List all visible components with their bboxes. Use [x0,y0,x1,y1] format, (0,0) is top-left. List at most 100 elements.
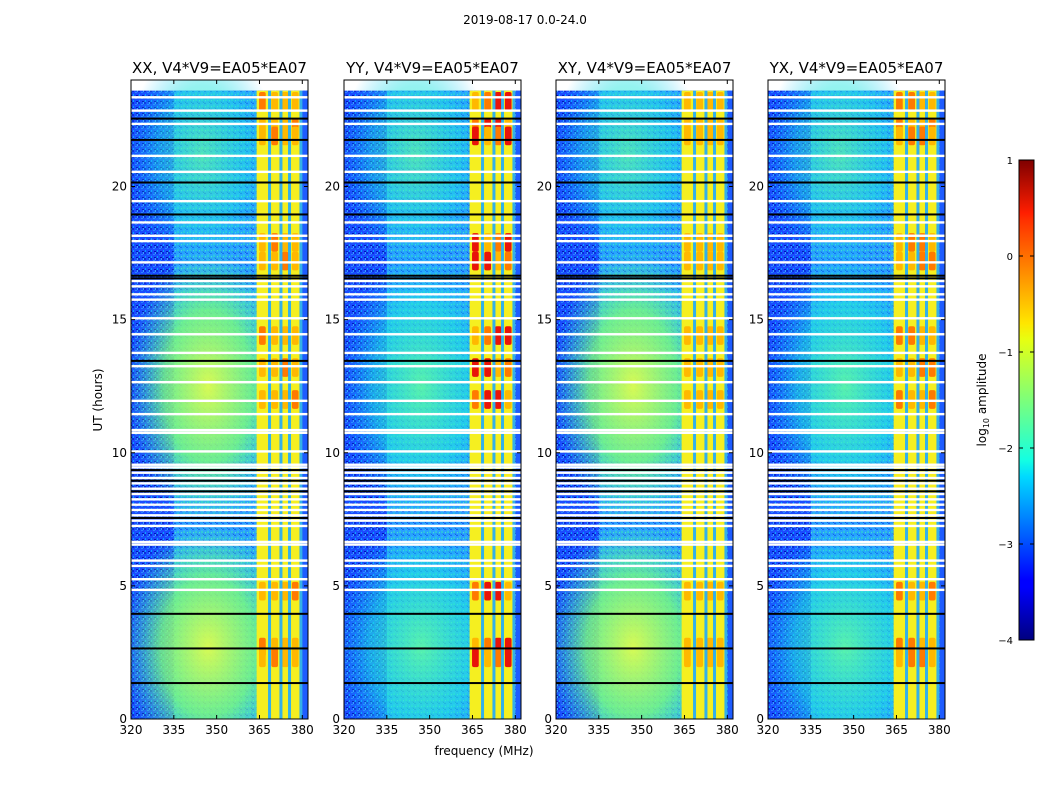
x-tick-label: 380 [504,723,527,737]
flagged-row [344,564,521,568]
flagged-row [768,261,945,264]
rfi-channel-line [481,90,485,719]
flagged-row [131,471,308,474]
flagged-row [556,285,733,288]
flagged-row [131,466,308,469]
rfi-patch [484,390,492,409]
flagged-row [768,471,945,474]
y-tick-label: 20 [537,180,552,194]
flag-line [131,469,308,472]
flagged-row [344,503,521,506]
flagged-row [131,498,308,501]
rfi-patch [908,648,916,668]
flagged-row [768,279,945,283]
flagged-row [344,279,521,283]
flagged-row [768,431,945,434]
rfi-patch [484,91,492,111]
flagged-row [344,234,521,237]
rfi-channel-line [512,90,516,719]
rfi-patch [684,581,691,601]
flagged-row [131,476,308,480]
y-tick-label: 10 [325,446,340,460]
flagged-row [344,261,521,264]
rfi-patch [494,390,502,409]
x-tick-label: 320 [757,723,780,737]
rfi-patch [291,581,299,601]
flag-line [556,469,733,472]
rfi-patch [494,358,502,377]
flagged-row [768,122,945,126]
rfi-patch [472,648,479,668]
rfi-patch [696,326,704,345]
band-edge [515,90,521,719]
flagged-row [131,96,308,99]
flagged-row [344,199,521,203]
rfi-patch [281,91,289,111]
rfi-patch [928,358,936,377]
y-tick-label: 20 [112,180,127,194]
x-tick-label: 350 [418,723,441,737]
rfi-patch [918,233,926,252]
rfi-patch [706,326,714,345]
flagged-row [556,519,733,522]
rfi-patch [271,358,279,377]
flag-line [556,490,733,493]
flagged-row [768,317,945,320]
rfi-patch [928,91,936,111]
flagged-row [131,514,308,517]
rfi-patch [918,126,926,146]
y-tick-label: 15 [537,313,552,327]
rfi-patch [716,91,724,111]
rfi-patch [918,358,926,377]
flag-line [344,138,521,141]
colorbar-tick-label: −4 [998,636,1013,647]
flagged-row [344,154,521,158]
flagged-row [556,170,733,174]
flagged-row [131,279,308,283]
flag-line [768,682,945,685]
rfi-patch [271,390,279,409]
x-tick-label: 335 [375,723,398,737]
rfi-patch [716,390,724,409]
rfi-patch [271,126,279,146]
flagged-row [768,298,945,301]
x-tick-label: 335 [799,723,822,737]
rfi-patch [716,326,724,345]
flagged-row [768,239,945,243]
flagged-row [131,285,308,288]
emission-blob [131,247,288,525]
flagged-row [556,471,733,474]
colorbar-label: log10 amplitude [975,354,991,447]
rfi-channel-line [492,90,496,719]
rfi-channel-line [279,90,283,719]
flagged-row [131,298,308,301]
flagged-row [768,285,945,288]
rfi-patch [896,126,903,146]
flag-line [131,359,308,362]
rfi-patch [484,358,492,377]
flagged-row [768,578,945,581]
rfi-patch [504,251,512,271]
flagged-row [344,559,521,562]
rfi-patch [271,648,279,668]
rfi-patch [281,581,289,601]
flag-line [131,490,308,493]
flag-line [131,213,308,216]
rfi-patch [928,648,936,668]
flag-line [344,490,521,493]
rfi-patch [472,326,479,345]
flagged-row [131,588,308,592]
flagged-row [768,293,945,296]
flag-line [768,490,945,493]
heatmap-body [344,80,521,719]
colorbar-tick-label: 1 [1007,156,1013,167]
rfi-channel-line [713,90,717,719]
flagged-row [344,476,521,480]
flagged-row [131,154,308,158]
flag-line [556,682,733,685]
rfi-patch [908,233,916,252]
flagged-row [556,492,733,496]
flagged-row [768,540,945,544]
flagged-row [556,351,733,355]
y-tick-label: 5 [544,579,552,593]
